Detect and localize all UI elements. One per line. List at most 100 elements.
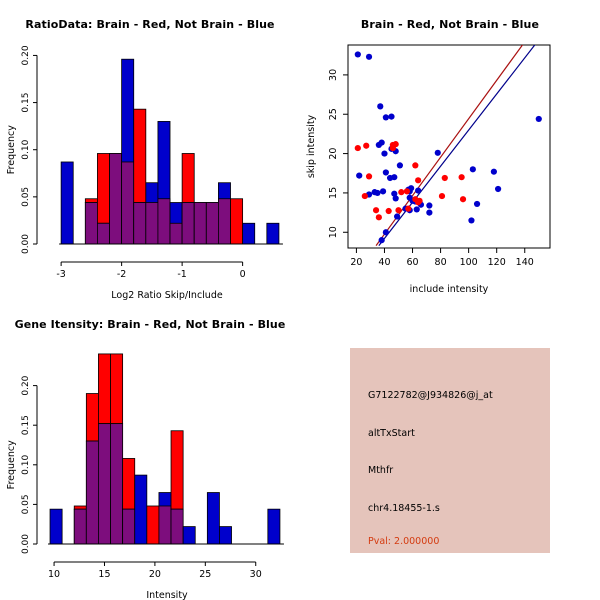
scatter-point [354, 51, 361, 58]
hist-bar-blue [267, 508, 281, 545]
scatter-point [361, 192, 368, 200]
y-tick-label: 0.15 [21, 415, 31, 435]
y-tick-label: 20 [328, 148, 339, 160]
x-tick-label: 15 [98, 569, 110, 580]
hist-bar-blue [182, 526, 196, 545]
hist-bar-overlap [133, 202, 147, 245]
gene-histogram-title: Gene Itensity: Brain - Red, Not Brain - … [14, 318, 286, 331]
scatter-point [382, 114, 389, 121]
scatter-point [382, 169, 389, 176]
scatter-point [412, 162, 419, 169]
scatter-point [535, 115, 542, 123]
hist-bar-red [181, 153, 195, 203]
scatter-point [382, 229, 389, 236]
ratio-histogram-title: RatioData: Brain - Red, Not Brain - Blue [25, 18, 275, 31]
hist-bar-overlap [85, 440, 99, 545]
hist-bar-overlap [170, 508, 184, 545]
hist-bar-blue [206, 492, 220, 545]
x-axis-label: include intensity [410, 284, 489, 295]
svg-ratio-group: 0.00 0.05 0.10 0.15 0.20 Frequency -3 -2 -1 0 Log2… [6, 45, 283, 300]
x-tick-label: 20 [149, 569, 161, 580]
hist-bar-overlap [158, 505, 172, 545]
y-tick-label: 0.05 [21, 187, 31, 207]
hist-bar-red [73, 505, 87, 510]
scatter-point [393, 213, 401, 220]
hist-bar-red [98, 353, 111, 425]
hist-bar-blue [266, 222, 280, 245]
scatter-point [381, 150, 388, 157]
hist-bar-blue [60, 161, 74, 245]
scatter-point [434, 149, 441, 156]
hist-bar-overlap [97, 222, 110, 245]
panel-gene-info: G7122782@J934826@j_at altTxStart Mthfr c… [300, 300, 600, 600]
hist-bar-blue [219, 526, 232, 545]
hist-bar-overlap [169, 222, 183, 245]
scatter-point [365, 173, 373, 180]
scatter-point [375, 141, 382, 149]
hist-bar-overlap [73, 508, 87, 545]
x-tick-label: -3 [56, 269, 65, 280]
y-axis-label: Frequency [6, 125, 17, 174]
scatter-point [468, 217, 475, 224]
pval-label: Pval: 2.000000 [368, 536, 440, 547]
scatter-plot: 10 15 20 25 30 skip intensity 20 40 60 80 100 120 14… [306, 44, 551, 295]
data-layer [354, 45, 542, 247]
scatter-point [385, 207, 392, 215]
scatter-point [426, 209, 433, 216]
x-tick-label: 20 [350, 257, 362, 268]
y-tick-label: 0.10 [21, 455, 31, 475]
scatter-point [459, 196, 467, 203]
scatter-point [374, 189, 381, 197]
scatter-point [379, 188, 387, 195]
hist-bar-red [97, 153, 110, 224]
x-tick-label: 140 [516, 257, 534, 268]
hist-bar-red [85, 393, 99, 442]
svg-scatter-group: 10 15 20 25 30 skip intensity 20 40 60 80 100 120 14… [306, 44, 551, 295]
hist-bar-blue [49, 508, 63, 545]
hist-bar-overlap [98, 423, 111, 545]
event-type-label: altTxStart [368, 428, 415, 439]
hist-bar-blue [242, 222, 256, 245]
hist-bar-overlap [181, 202, 195, 245]
probe-id-label: G7122782@J934826@j_at [368, 390, 493, 401]
scatter-point [378, 237, 385, 244]
gene-histogram-plot: 0.00 0.05 0.10 0.15 0.20 Frequency 10 15 20 25 30 I… [6, 353, 284, 600]
scatter-point [386, 174, 394, 182]
y-tick-label: 0.10 [21, 139, 31, 159]
scatter-point [412, 196, 419, 203]
scatter-point [354, 144, 361, 152]
x-tick-label: 25 [199, 569, 211, 580]
scatter-point [494, 185, 502, 193]
scatter-point [375, 214, 382, 221]
scatter-point [458, 174, 465, 181]
panel-ratio-histogram: RatioData: Brain - Red, Not Brain - Blue… [0, 0, 300, 300]
hist-bar-overlap [122, 508, 136, 545]
scatter-point [408, 185, 415, 192]
hist-bar-overlap [205, 202, 219, 245]
scatter-point [415, 187, 422, 194]
scatter-point [396, 162, 404, 169]
y-tick-label: 0.15 [21, 93, 31, 113]
hist-bar-blue [134, 474, 148, 545]
svg-gene-group: 0.00 0.05 0.10 0.15 0.20 Frequency 10 15 20 25 30 I… [6, 353, 284, 600]
scatter-point [415, 177, 422, 184]
x-axis-label: Intensity [146, 590, 188, 600]
x-tick-label: 120 [488, 257, 506, 268]
scatter-point [441, 174, 448, 182]
x-tick-label: 40 [378, 257, 390, 268]
hist-bar-overlap [110, 423, 124, 545]
y-tick-label: 0.05 [21, 494, 31, 514]
scatter-point [473, 200, 481, 208]
scatter-point [377, 103, 384, 110]
y-tick-label: 30 [328, 69, 339, 81]
hist-bar-overlap [121, 161, 135, 245]
y-tick-label: 25 [328, 108, 339, 120]
ratio-histogram-plot: 0.00 0.05 0.10 0.15 0.20 Frequency -3 -2 -1 0 Log2… [6, 45, 283, 300]
panel-scatter: Brain - Red, Not Brain - Blue 10 15 20 25 30… [300, 0, 600, 300]
x-tick-label: 30 [250, 569, 262, 580]
coordinate-label: chr4.18455-1.s [368, 503, 440, 514]
scatter-point [413, 206, 420, 213]
hist-bar-red [110, 353, 124, 425]
scatter-point [469, 166, 476, 173]
x-tick-label: 10 [48, 569, 60, 580]
